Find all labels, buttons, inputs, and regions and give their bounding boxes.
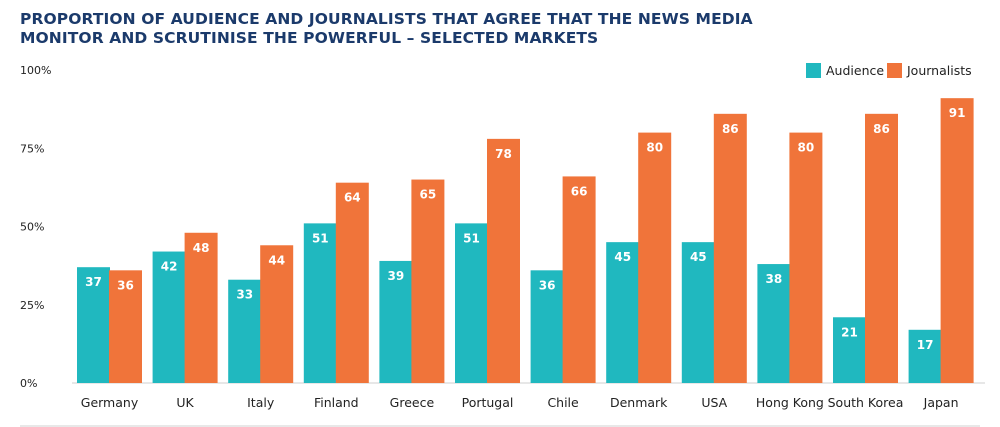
chart-title-line-1: PROPORTION OF AUDIENCE AND JOURNALISTS T… — [20, 10, 753, 28]
x-category-label: South Korea — [828, 395, 904, 410]
data-label: 86 — [873, 122, 890, 136]
bar-journalists-italy — [260, 245, 294, 383]
data-label: 42 — [161, 260, 178, 274]
bar-audience-japan — [908, 329, 942, 383]
y-tick-label: 100% — [20, 64, 51, 77]
bar-audience-germany — [77, 267, 110, 383]
bar-journalists-portugal — [487, 138, 520, 383]
bar-journalists-greece — [411, 179, 445, 383]
data-label: 78 — [495, 147, 512, 161]
bars — [77, 98, 974, 384]
x-category-label: Greece — [390, 395, 435, 410]
data-label: 86 — [722, 122, 739, 136]
data-label: 51 — [312, 231, 329, 245]
data-label: 39 — [388, 269, 405, 283]
bar-audience-greece — [379, 260, 413, 383]
bar-journalists-finland — [335, 182, 369, 383]
bar-journalists-japan — [940, 98, 974, 384]
bar-audience-finland — [303, 223, 337, 383]
x-category-label: Germany — [81, 395, 139, 410]
data-label: 38 — [766, 272, 783, 286]
legend-swatch-journalists — [887, 63, 902, 78]
data-label: 80 — [646, 141, 663, 155]
legend-swatch-audience — [806, 63, 821, 78]
x-category-label: Chile — [547, 395, 579, 410]
data-labels: 37 36 42 48 33 44 51 64 39 65 51 78 36 66 45 80 45 86 38 80… — [85, 106, 965, 352]
bar-audience-italy — [228, 279, 262, 383]
data-label: 64 — [344, 191, 361, 205]
bar-journalists-denmark — [638, 132, 672, 383]
legend-label-journalists: Journalists — [906, 63, 972, 78]
data-label: 66 — [571, 184, 588, 198]
data-label: 80 — [798, 141, 815, 155]
bar-journalists-uk — [184, 232, 218, 383]
category-labels: Germany UK Italy Finland Greece Portugal Chile… — [81, 395, 959, 410]
data-label: 37 — [85, 275, 102, 289]
data-label: 65 — [420, 188, 437, 202]
bar-audience-portugal — [455, 223, 488, 383]
y-tick-label: 25% — [20, 299, 44, 312]
chart-title-line-2: MONITOR AND SCRUTINISE THE POWERFUL – SE… — [20, 29, 599, 47]
data-label: 48 — [193, 241, 210, 255]
bar-journalists-south-korea — [865, 113, 898, 383]
y-tick-label: 75% — [20, 142, 44, 155]
data-label: 21 — [841, 325, 858, 339]
x-category-label: Denmark — [610, 395, 668, 410]
x-category-label: Portugal — [462, 395, 514, 410]
y-axis-labels: 0% 25% 50% 75% 100% — [20, 64, 51, 390]
bar-audience-denmark — [606, 242, 640, 383]
data-label: 45 — [690, 250, 707, 264]
x-category-label: Finland — [314, 395, 359, 410]
bar-audience-south-korea — [833, 317, 866, 383]
legend-label-audience: Audience — [826, 63, 884, 78]
bar-journalists-hong-kong — [789, 132, 823, 383]
y-tick-label: 0% — [20, 377, 37, 390]
x-category-label: Hong Kong — [756, 395, 824, 410]
data-label: 17 — [917, 338, 934, 352]
x-category-label: USA — [701, 395, 727, 410]
data-label: 44 — [268, 253, 285, 267]
bar-audience-uk — [152, 251, 186, 383]
y-tick-label: 50% — [20, 221, 44, 234]
x-category-label: Japan — [923, 395, 959, 410]
chart-title: PROPORTION OF AUDIENCE AND JOURNALISTS T… — [20, 10, 753, 48]
data-label: 36 — [539, 278, 556, 292]
bar-audience-hong-kong — [757, 264, 791, 383]
bar-audience-chile — [530, 270, 564, 383]
data-label: 36 — [117, 278, 134, 292]
x-category-label: UK — [176, 395, 194, 410]
bar-journalists-usa — [713, 113, 747, 383]
bar-journalists-chile — [562, 176, 596, 383]
legend: Audience Journalists — [806, 63, 972, 78]
bar-journalists-germany — [109, 270, 142, 383]
x-category-label: Italy — [247, 395, 275, 410]
data-label: 33 — [236, 288, 253, 302]
bar-audience-usa — [681, 242, 715, 383]
data-label: 51 — [463, 231, 480, 245]
data-label: 45 — [614, 250, 631, 264]
data-label: 91 — [949, 106, 966, 120]
